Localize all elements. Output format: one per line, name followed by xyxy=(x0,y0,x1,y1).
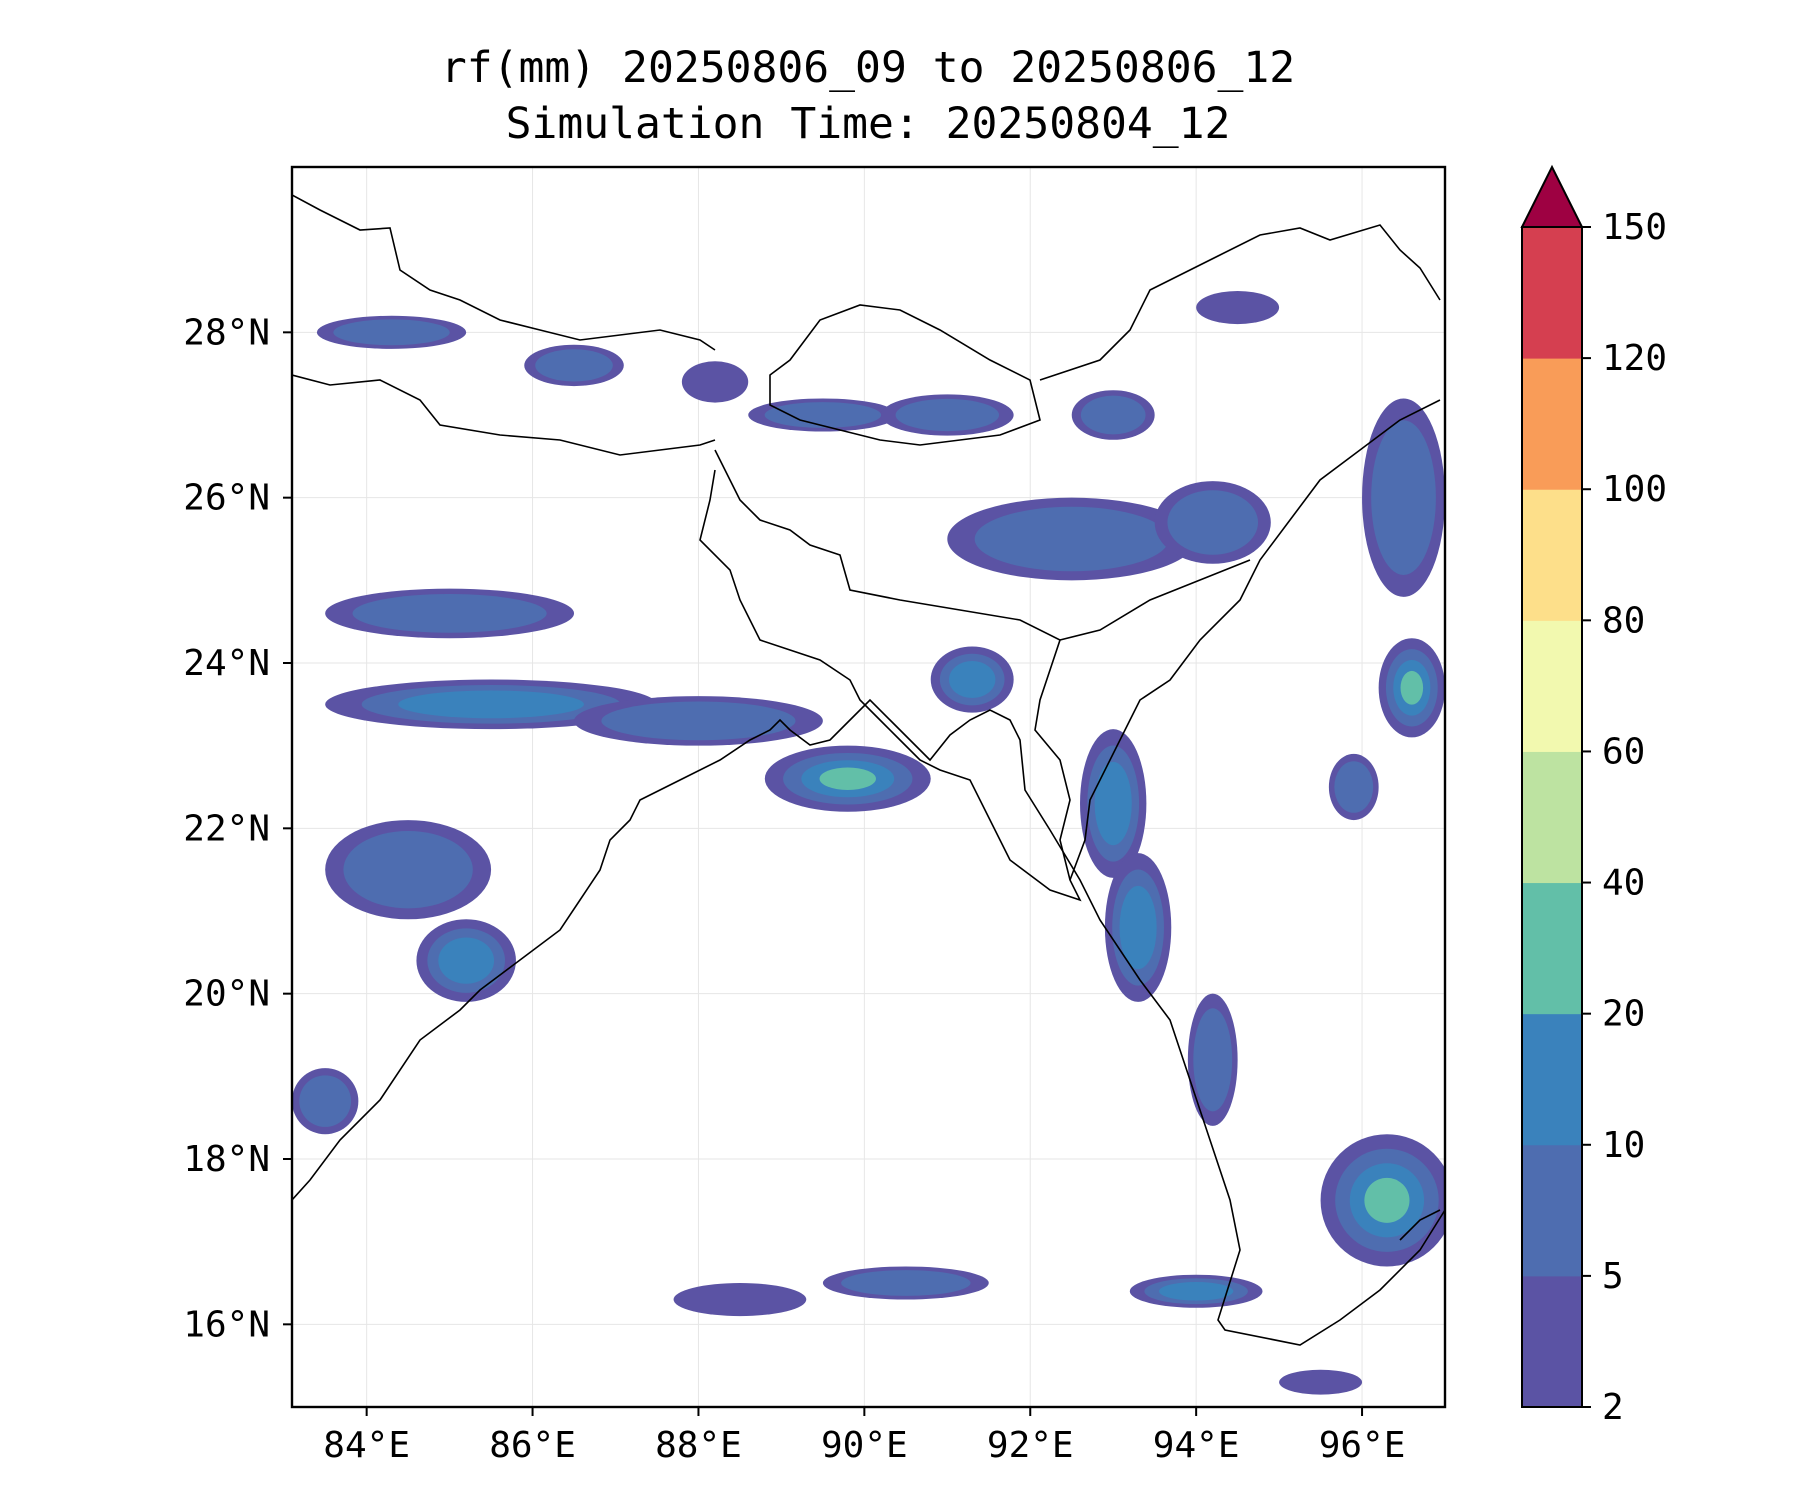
rain-cell xyxy=(1094,761,1132,846)
rain-cell xyxy=(974,506,1169,572)
rain-cell xyxy=(398,690,584,719)
rain-cell xyxy=(1334,761,1374,813)
x-tick-label: 90°E xyxy=(821,1425,908,1466)
colorbar-segment xyxy=(1522,1275,1582,1408)
x-tick-label: 86°E xyxy=(489,1425,576,1466)
rain-cell xyxy=(601,701,796,741)
x-tick-label: 88°E xyxy=(655,1425,742,1466)
y-axis: 16°N 18°N 20°N 22°N 24°N 26°N 28°N xyxy=(183,312,292,1345)
rain-cell xyxy=(1279,1369,1363,1395)
rain-cell xyxy=(1080,395,1146,435)
rain-cell xyxy=(764,402,882,428)
x-tick-label: 92°E xyxy=(987,1425,1074,1466)
x-tick-label: 96°E xyxy=(1319,1425,1406,1466)
border-arunachal xyxy=(1039,224,1441,381)
colorbar-tick-label: 20 xyxy=(1602,994,1645,1035)
colorbar-segment xyxy=(1522,489,1582,621)
y-tick-label: 28°N xyxy=(183,312,270,353)
colorbar-frame xyxy=(1521,226,1583,1408)
colorbar-segment xyxy=(1522,227,1582,359)
y-tick-label: 24°N xyxy=(183,643,270,684)
colorbar-segment xyxy=(1522,358,1582,490)
colorbar-segment xyxy=(1522,620,1582,752)
coastlines-borders xyxy=(292,194,1445,1346)
rain-cell xyxy=(948,661,996,699)
colorbar-segment xyxy=(1522,1013,1582,1146)
border-east-island xyxy=(1399,1209,1441,1241)
border-myanmar xyxy=(1069,399,1441,881)
colorbar-segment xyxy=(1522,1144,1582,1277)
rain-cell xyxy=(333,319,450,346)
x-tick-label: 84°E xyxy=(323,1425,410,1466)
rain-cell xyxy=(438,937,495,984)
colorbar-tick-label: 60 xyxy=(1602,731,1645,772)
colorbar: 2 5 10 20 40 60 80 100 120 150 xyxy=(1520,164,1667,1428)
rain-cell xyxy=(1400,670,1424,705)
border-nepal-south xyxy=(292,374,716,456)
rain-cell xyxy=(1193,1008,1233,1112)
border-bangladesh xyxy=(699,449,1082,902)
rain-cell xyxy=(535,349,613,382)
rain-cell xyxy=(1158,1282,1234,1301)
y-tick-label: 20°N xyxy=(183,974,270,1015)
x-axis: 84°E 86°E 88°E 90°E 92°E 94°E 96°E xyxy=(323,1407,1405,1466)
rainfall-contours xyxy=(292,291,1445,1395)
colorbar-extend-arrow xyxy=(1520,164,1584,228)
border-assam xyxy=(1059,559,1251,641)
rain-cell xyxy=(1119,885,1157,970)
rain-cell xyxy=(299,1075,352,1127)
rain-cell xyxy=(352,594,547,633)
rain-cell xyxy=(895,398,1000,432)
colorbar-tick-label: 2 xyxy=(1602,1387,1624,1428)
rain-cell xyxy=(1196,291,1280,325)
rain-cell xyxy=(841,1270,971,1296)
rain-cell xyxy=(681,361,749,403)
colorbar-segment xyxy=(1522,882,1582,1015)
title-line-2: Simulation Time: 20250804_12 xyxy=(506,99,1231,149)
y-tick-label: 18°N xyxy=(183,1139,270,1180)
rain-cell xyxy=(673,1283,807,1317)
colorbar-tick-label: 40 xyxy=(1602,863,1645,904)
x-tick-label: 94°E xyxy=(1153,1425,1240,1466)
colorbar-tick-label: 120 xyxy=(1602,338,1667,379)
colorbar-tick-label: 80 xyxy=(1602,600,1645,641)
y-tick-label: 16°N xyxy=(183,1304,270,1345)
rain-cell xyxy=(1371,420,1436,576)
title-line-1: rf(mm) 20250806_09 to 20250806_12 xyxy=(441,43,1295,93)
coastline-east-india xyxy=(292,698,1445,1346)
y-tick-label: 22°N xyxy=(183,808,270,849)
y-tick-label: 26°N xyxy=(183,478,270,519)
colorbar-tick-label: 150 xyxy=(1602,207,1667,248)
border-nepal-north xyxy=(292,194,716,351)
rain-cell xyxy=(343,830,473,909)
colorbar-segment xyxy=(1522,751,1582,884)
colorbar-tick-label: 5 xyxy=(1602,1256,1624,1297)
border-bhutan xyxy=(769,304,1041,446)
map-frame xyxy=(290,165,1447,1409)
rain-cell xyxy=(819,767,876,790)
colorbar-tick-label: 10 xyxy=(1602,1125,1645,1166)
colorbar-tick-label: 100 xyxy=(1602,469,1667,510)
rain-cell xyxy=(1364,1177,1410,1223)
rain-cell xyxy=(1167,490,1259,555)
